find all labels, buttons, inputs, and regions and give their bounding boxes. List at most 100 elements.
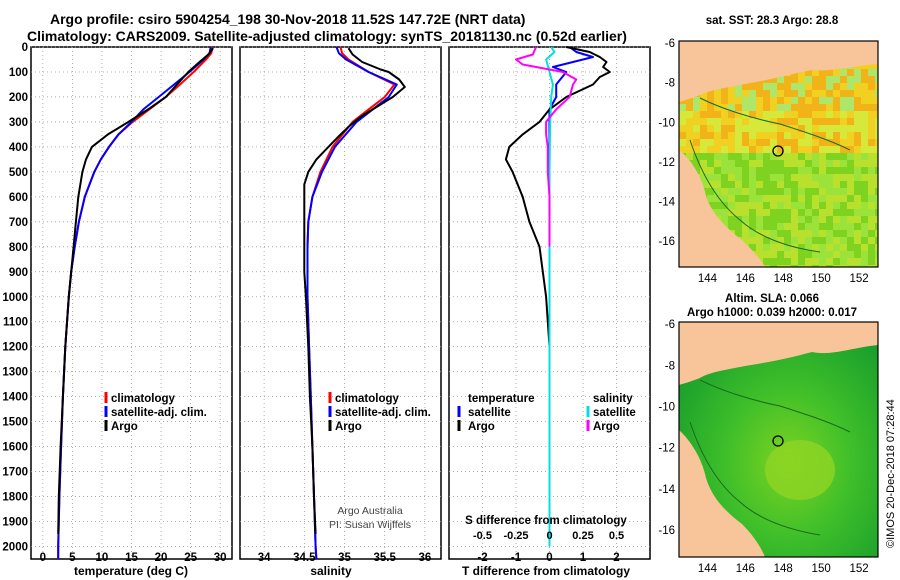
- sst-cell: [826, 244, 833, 251]
- sst-cell: [749, 230, 756, 237]
- sst-cell: [742, 188, 749, 195]
- sst-cell: [847, 258, 854, 265]
- sst-cell: [854, 202, 861, 209]
- sst-cell: [798, 244, 805, 251]
- sst-cell: [756, 153, 763, 160]
- sst-cell: [805, 83, 812, 90]
- sst-cell: [728, 111, 735, 118]
- sst-cell: [714, 118, 721, 125]
- sst-cell: [707, 97, 714, 104]
- sst-cell: [784, 125, 791, 132]
- sst-cell: [854, 160, 861, 167]
- sst-cell: [714, 97, 721, 104]
- sst-cell: [784, 132, 791, 139]
- sst-cell: [854, 265, 861, 267]
- sst-cell: [749, 209, 756, 216]
- sst-cell: [854, 104, 861, 111]
- sla-map-frame: [678, 321, 879, 558]
- sst-cell: [735, 97, 742, 104]
- sst-cell: [861, 111, 868, 118]
- depth-tick-label: 1100: [3, 317, 28, 329]
- sst-cell: [819, 146, 826, 153]
- sst-cell: [763, 195, 770, 202]
- sst-cell: [728, 118, 735, 125]
- sst-cell: [861, 97, 868, 104]
- sst-cell: [700, 174, 707, 181]
- sst-cell: [693, 160, 700, 167]
- legend-label-climatology: climatology: [335, 393, 400, 405]
- sst-cell: [847, 83, 854, 90]
- sst-cell: [749, 202, 756, 209]
- sst-cell: [749, 174, 756, 181]
- sst-cell: [847, 104, 854, 111]
- sst-cell: [805, 244, 812, 251]
- sst-cell: [805, 209, 812, 216]
- sst-cell: [763, 244, 770, 251]
- sst-cell: [714, 202, 721, 209]
- sst-cell: [840, 132, 847, 139]
- sst-cell: [861, 62, 868, 69]
- sst-cell: [819, 125, 826, 132]
- map-lon-tick-label: 148: [774, 563, 793, 575]
- sst-cell: [812, 174, 819, 181]
- sst-cell: [826, 223, 833, 230]
- sst-cell: [763, 188, 770, 195]
- sst-cell: [847, 125, 854, 132]
- sst-cell: [721, 118, 728, 125]
- sst-cell: [756, 111, 763, 118]
- s-difference-tick-labels: -0.5 -0.25 0 0.25 0.5: [473, 530, 624, 542]
- sst-cell: [735, 230, 742, 237]
- sst-cell: [854, 125, 861, 132]
- sst-cell: [868, 223, 875, 230]
- sst-cell: [833, 153, 840, 160]
- sst-cell: [812, 146, 819, 153]
- depth-tick-label: 1400: [2, 392, 28, 404]
- sst-cell: [756, 174, 763, 181]
- sst-cell: [784, 216, 791, 223]
- sst-cell: [777, 195, 784, 202]
- sst-cell: [770, 265, 777, 267]
- sst-cell: [812, 160, 819, 167]
- sst-cell: [833, 230, 840, 237]
- legend-label-argo: Argo: [111, 421, 138, 433]
- sst-cell: [721, 188, 728, 195]
- sst-cell: [735, 209, 742, 216]
- sst-cell: [875, 125, 878, 132]
- sst-cell: [847, 216, 854, 223]
- sst-cell: [770, 160, 777, 167]
- sst-cell: [700, 125, 707, 132]
- sst-cell: [847, 202, 854, 209]
- sst-cell: [868, 132, 875, 139]
- sst-cell: [826, 202, 833, 209]
- sst-cell: [798, 230, 805, 237]
- sst-cell: [707, 174, 714, 181]
- sst-cell: [861, 244, 868, 251]
- sst-cell: [805, 104, 812, 111]
- sst-cell: [875, 265, 878, 267]
- sst-cell: [728, 174, 735, 181]
- x-tick-label: 25: [184, 552, 197, 564]
- sst-cell: [840, 251, 847, 258]
- sst-cell: [784, 83, 791, 90]
- series-line-s-satellite: [545, 46, 556, 547]
- sst-cell: [854, 237, 861, 244]
- sla-map-title-line1: Altim. SLA: 0.066: [725, 293, 819, 305]
- sst-cell: [875, 69, 878, 76]
- sst-cell: [826, 139, 833, 146]
- sst-cell: [854, 69, 861, 76]
- sst-cell: [875, 83, 878, 90]
- sst-cell: [763, 90, 770, 97]
- sst-cell: [861, 195, 868, 202]
- depth-tick-label: 300: [9, 117, 28, 129]
- sst-cell: [875, 237, 878, 244]
- sst-cell: [714, 188, 721, 195]
- sst-cell: [833, 188, 840, 195]
- depth-tick-label: 900: [9, 267, 28, 279]
- sst-cell: [840, 265, 847, 267]
- sst-cell: [742, 195, 749, 202]
- map-lat-tick-label: -14: [658, 197, 675, 209]
- sst-cell: [714, 160, 721, 167]
- sst-cell: [861, 258, 868, 265]
- sst-cell: [868, 209, 875, 216]
